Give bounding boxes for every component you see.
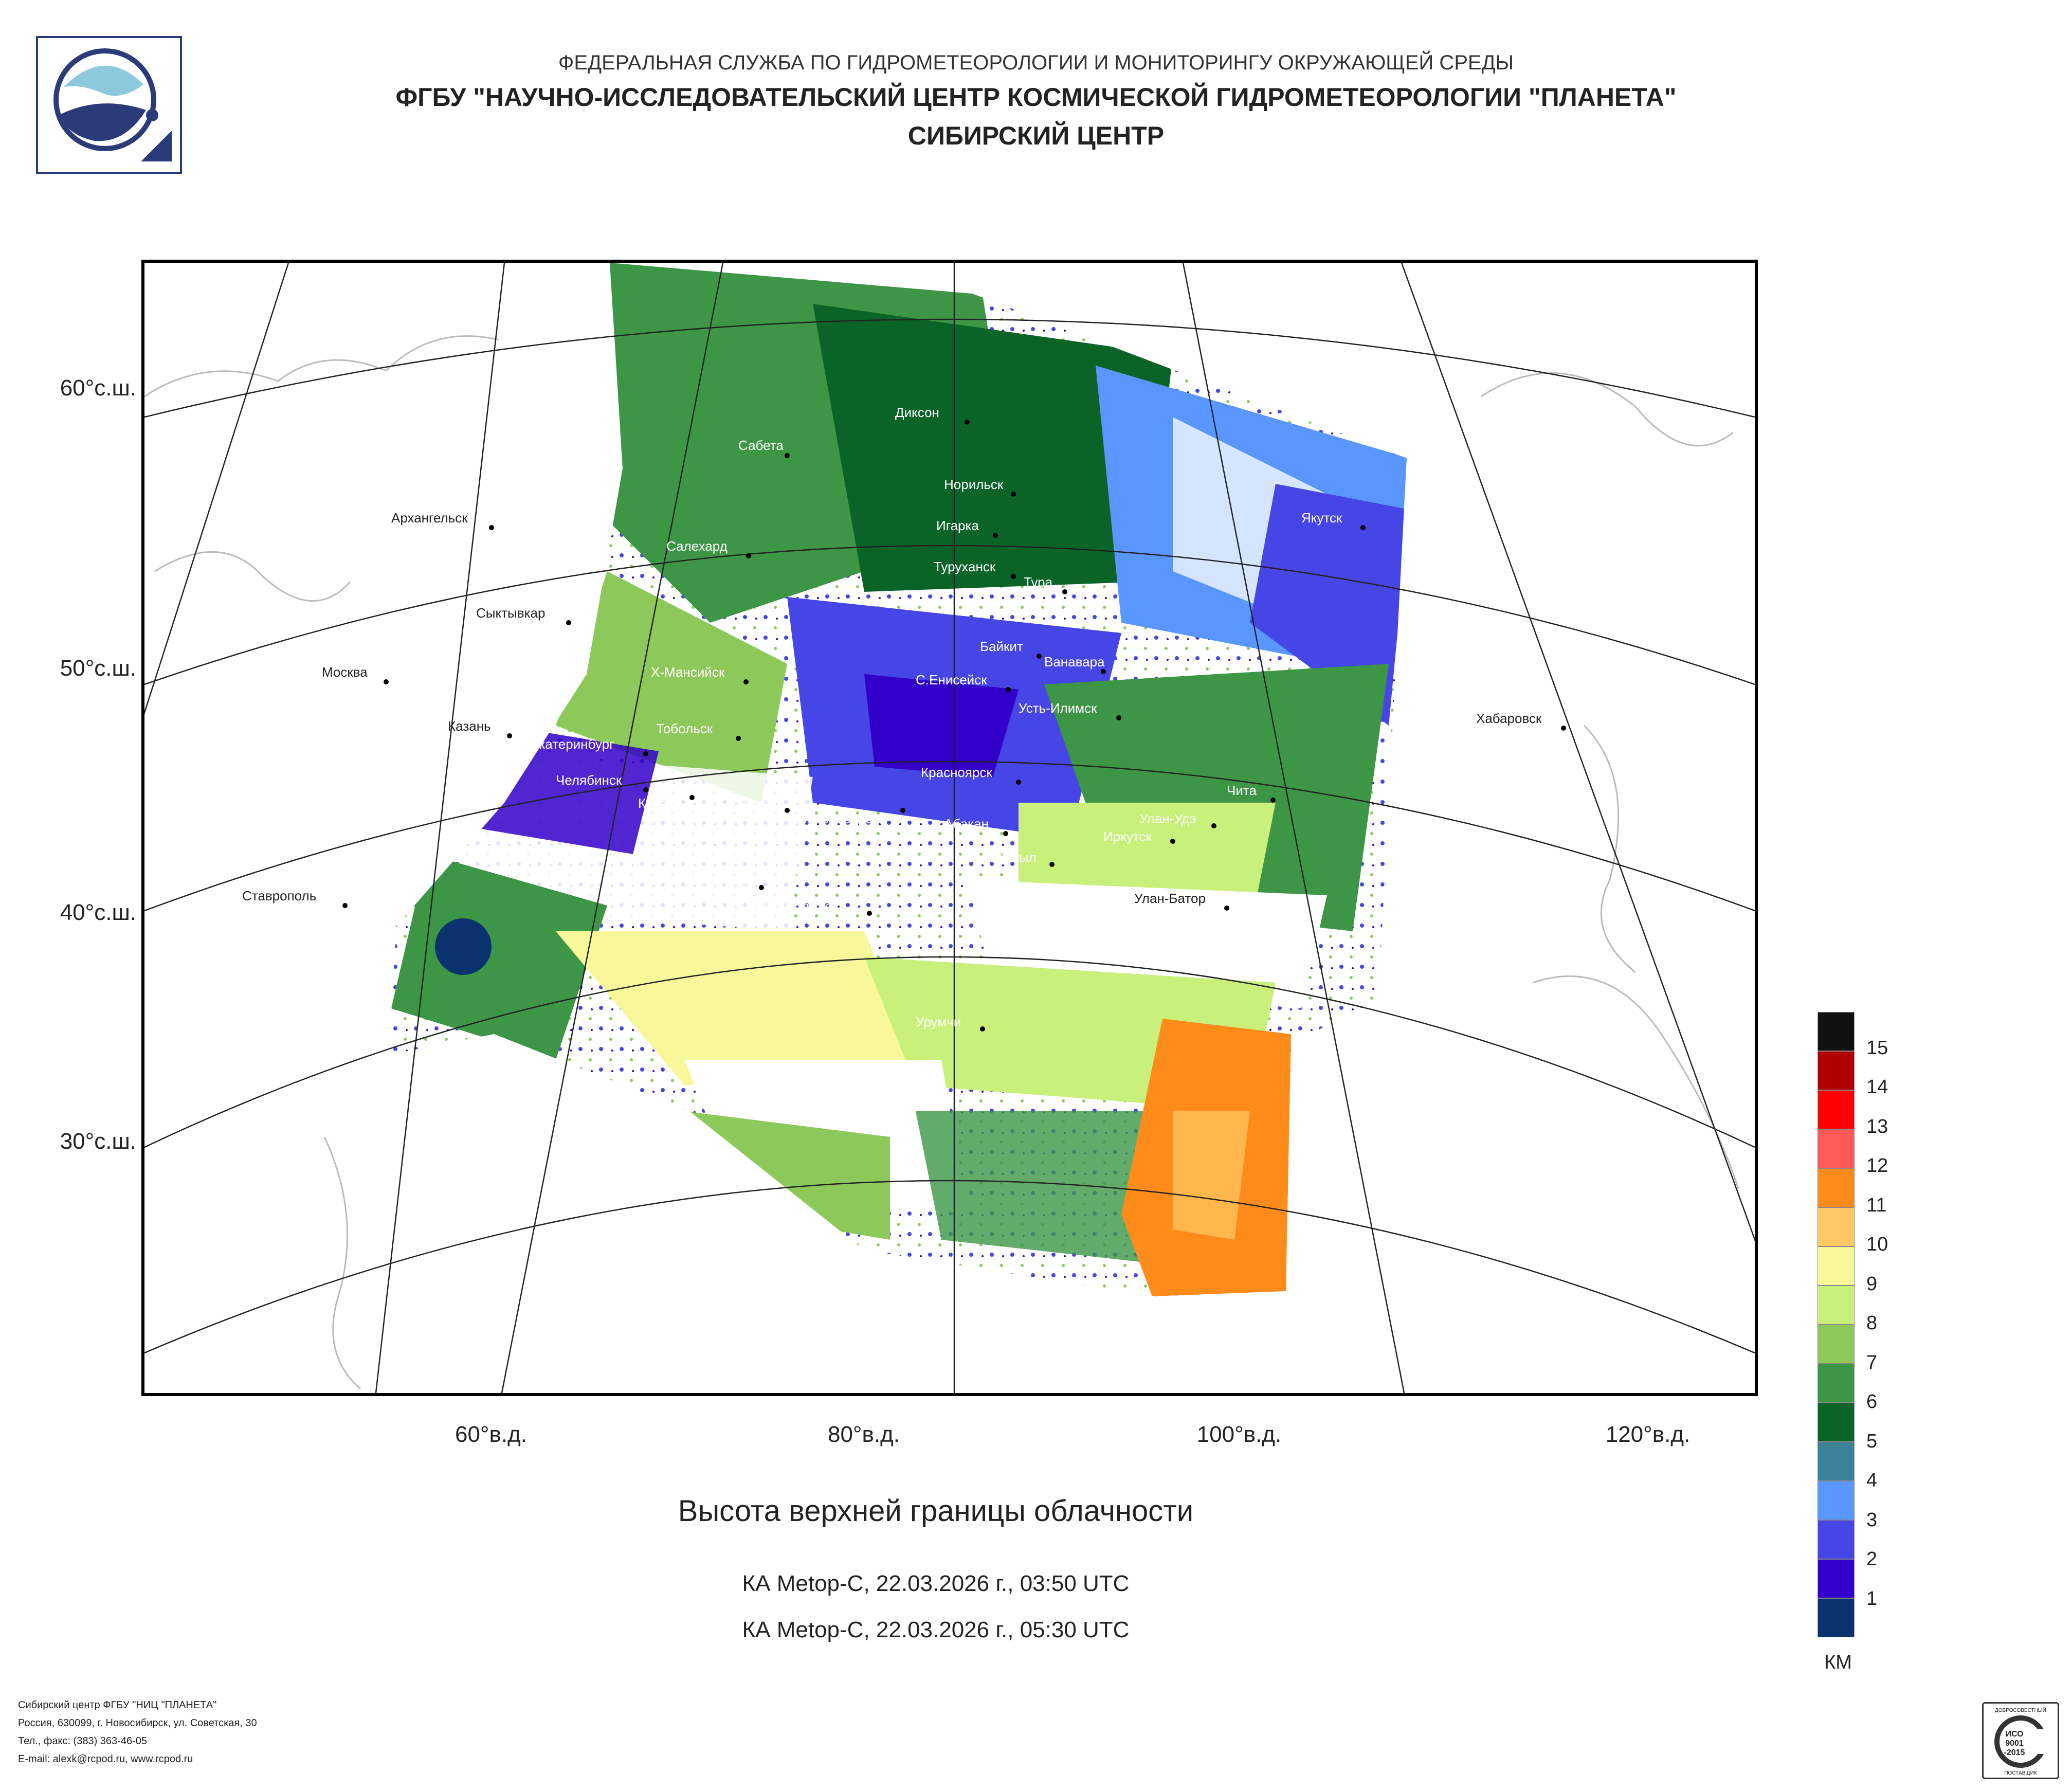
legend-unit: КМ	[1824, 1652, 1852, 1673]
svg-text:-2015: -2015	[2004, 1748, 2025, 1757]
city-label: Ванавара	[1044, 654, 1105, 670]
svg-text:9001: 9001	[2005, 1739, 2024, 1748]
footer-line-2: Россия, 630099, г. Новосибирск, ул. Сове…	[18, 1717, 257, 1729]
svg-text:ДОБРОСОВЕСТНЫЙ: ДОБРОСОВЕСТНЫЙ	[1995, 1707, 2046, 1713]
city-label: Екатеринбург	[530, 736, 614, 752]
city-label: Чита	[1227, 783, 1257, 798]
footer-line-1: Сибирский центр ФГБУ "НИЦ "ПЛАНЕТА"	[18, 1699, 217, 1711]
legend-swatch	[1817, 1012, 1855, 1051]
city-label: Челябинск	[556, 772, 622, 788]
legend-swatch	[1817, 1090, 1855, 1129]
svg-text:ИСО: ИСО	[2005, 1730, 2023, 1739]
lat-label-30: 30°с.ш.	[60, 1129, 136, 1154]
city-label: Семипалатинск	[741, 898, 838, 914]
city-label: Улан-Удэ	[1139, 811, 1196, 826]
city-label: Курган	[638, 795, 679, 811]
legend-label: 3	[1866, 1509, 1878, 1531]
lat-label-60: 60°с.ш.	[60, 375, 136, 401]
legend-swatch	[1817, 1207, 1855, 1246]
legend-label: 13	[1866, 1116, 1888, 1137]
legend-swatch	[1817, 1403, 1855, 1442]
pass-info-2: КА Metop-C, 22.03.2026 г., 05:30 UTC	[742, 1617, 1130, 1642]
city-label: Туруханск	[934, 559, 996, 574]
legend-swatch	[1817, 1442, 1855, 1481]
city-label: Салехард	[666, 538, 728, 554]
legend-label: 11	[1866, 1195, 1887, 1216]
lon-label-60: 60°в.д.	[455, 1422, 528, 1447]
city-label: Усть-Илимск	[1019, 700, 1097, 716]
city-label: Новосибирск	[797, 811, 879, 826]
legend-swatch	[1817, 1364, 1855, 1403]
legend-swatch	[1817, 1559, 1855, 1598]
lat-label-40: 40°с.ш.	[60, 900, 136, 925]
city-label: Байкит	[980, 639, 1023, 654]
legend-swatch	[1817, 1598, 1855, 1637]
legend-label: 9	[1866, 1273, 1878, 1295]
city-label: Хабаровск	[1476, 711, 1542, 726]
legend-label: 15	[1866, 1037, 1888, 1059]
city-label: Тура	[1024, 574, 1053, 590]
legend-label: 12	[1866, 1155, 1888, 1177]
city-label: Астана	[702, 873, 747, 888]
header-line-2: ФГБУ "НАУЧНО-ИССЛЕДОВАТЕЛЬСКИЙ ЦЕНТР КОС…	[395, 83, 1677, 112]
legend-label: 2	[1866, 1548, 1878, 1570]
city-label: Кызыл	[995, 849, 1037, 865]
lon-label-80: 80°в.д.	[827, 1422, 900, 1447]
header-line-3: СИБИРСКИЙ ЦЕНТР	[907, 121, 1165, 150]
legend-swatch	[1817, 1481, 1855, 1520]
lat-label-50: 50°с.ш.	[60, 656, 136, 681]
map-title: Высота верхней границы облачности	[678, 1494, 1194, 1528]
legend-label: 6	[1866, 1391, 1878, 1413]
city-label: Архангельск	[391, 510, 468, 526]
header-line-1: ФЕДЕРАЛЬНАЯ СЛУЖБА ПО ГИДРОМЕТЕОРОЛОГИИ …	[558, 51, 1514, 74]
city-label: Красноярск	[921, 765, 992, 780]
legend-label: 7	[1866, 1352, 1878, 1373]
footer-line-3: Тел., факс: (383) 363-46-05	[18, 1735, 147, 1747]
iso-certification-badge: ДОБРОСОВЕСТНЫЙ ИСО 9001 -2015 ПОСТАВЩИК	[1982, 1702, 2059, 1779]
legend-swatch	[1817, 1168, 1855, 1207]
city-label: Абакан	[944, 816, 989, 831]
footer-line-4: E-mail: alexk@rcpod.ru, www.rcpod.ru	[18, 1753, 193, 1765]
city-markers: Диксон Сабета Норильск Игарка Архангельс…	[242, 405, 1566, 1032]
city-label: С.Енисейск	[916, 672, 987, 688]
cloud-top-height-map: Диксон Сабета Норильск Игарка Архангельс…	[141, 260, 1758, 1396]
planeta-logo	[36, 36, 182, 174]
map-canvas: Диксон Сабета Норильск Игарка Архангельс…	[144, 263, 1755, 1393]
legend-label: 5	[1866, 1431, 1878, 1452]
city-label: Сабета	[738, 438, 784, 453]
legend-label: 8	[1866, 1312, 1878, 1334]
city-label: Ставрополь	[242, 888, 316, 903]
city-label: Х-Мансийск	[651, 664, 725, 680]
legend-swatch	[1817, 1051, 1855, 1090]
graticule	[144, 263, 1755, 1393]
city-label: Иркутск	[1103, 829, 1152, 844]
svg-text:ПОСТАВЩИК: ПОСТАВЩИК	[2004, 1770, 2037, 1776]
city-label: Норильск	[944, 477, 1004, 492]
coastlines	[144, 335, 1739, 1390]
city-label: Сыктывкар	[476, 605, 545, 621]
lon-label-100: 100°в.д.	[1196, 1422, 1282, 1447]
lon-label-120: 120°в.д.	[1605, 1422, 1691, 1447]
legend-swatch	[1817, 1286, 1855, 1325]
city-label: Якутск	[1301, 510, 1342, 526]
legend-label: 14	[1866, 1076, 1888, 1098]
legend-swatch	[1817, 1246, 1855, 1286]
city-label: Омск	[743, 795, 776, 811]
legend-swatch	[1817, 1325, 1855, 1364]
city-label: Улан-Батор	[1134, 891, 1206, 906]
city-label: Москва	[322, 664, 368, 680]
legend-label: 4	[1866, 1470, 1878, 1491]
city-label: Урумчи	[916, 1014, 961, 1029]
legend-swatch	[1817, 1129, 1855, 1168]
color-legend	[1817, 1012, 1855, 1637]
city-label: Игарка	[936, 518, 979, 533]
legend-label: 10	[1866, 1234, 1888, 1255]
city-label: Диксон	[895, 405, 939, 420]
legend-label: 1	[1866, 1588, 1878, 1609]
pass-info-1: КА Metop-C, 22.03.2026 г., 03:50 UTC	[742, 1571, 1130, 1596]
city-label: Казань	[448, 718, 491, 734]
city-label: Тобольск	[656, 721, 713, 736]
legend-swatch	[1817, 1520, 1855, 1559]
